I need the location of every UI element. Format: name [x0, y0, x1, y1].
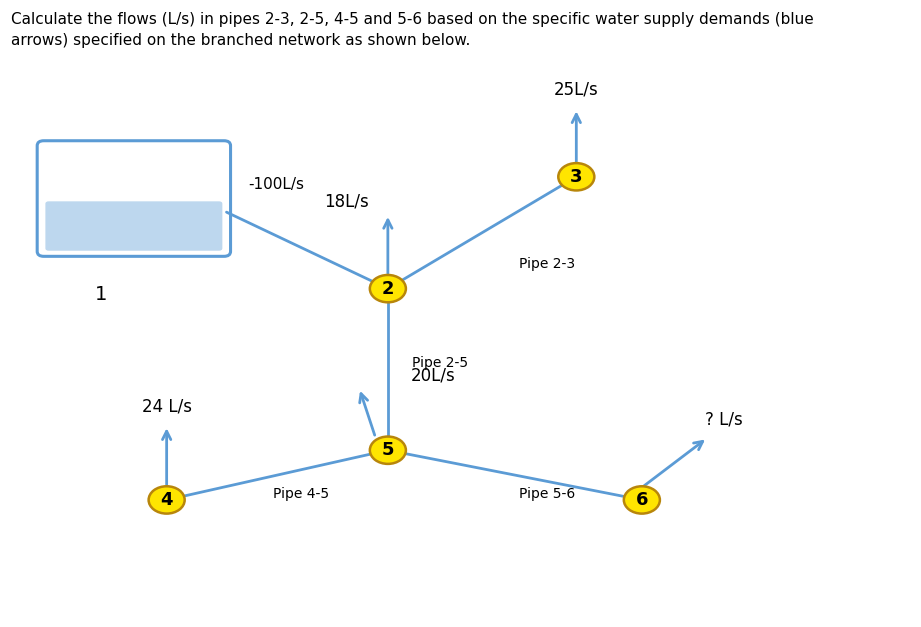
Circle shape	[370, 275, 406, 302]
Circle shape	[370, 436, 406, 464]
Text: 24 L/s: 24 L/s	[142, 398, 192, 416]
Text: 6: 6	[635, 491, 648, 509]
Text: 25L/s: 25L/s	[554, 81, 599, 99]
Circle shape	[148, 487, 185, 514]
Text: Pipe 4-5: Pipe 4-5	[274, 487, 330, 501]
Text: 3: 3	[570, 168, 583, 186]
Text: ? L/s: ? L/s	[705, 410, 742, 428]
Text: 18L/s: 18L/s	[324, 192, 369, 211]
Text: Pipe 2-3: Pipe 2-3	[519, 257, 575, 271]
Text: 4: 4	[160, 491, 173, 509]
Text: 1: 1	[95, 285, 107, 304]
Text: 2: 2	[381, 280, 394, 298]
FancyBboxPatch shape	[37, 140, 230, 256]
Text: Calculate the flows (L/s) in pipes 2-3, 2-5, 4-5 and 5-6 based on the specific w: Calculate the flows (L/s) in pipes 2-3, …	[11, 12, 814, 48]
FancyBboxPatch shape	[45, 201, 222, 251]
Circle shape	[558, 163, 594, 191]
Text: -100L/s: -100L/s	[249, 177, 305, 192]
Text: 5: 5	[381, 441, 394, 459]
Text: Pipe 2-5: Pipe 2-5	[413, 356, 469, 370]
Text: 20L/s: 20L/s	[411, 367, 455, 384]
Text: Pipe 5-6: Pipe 5-6	[519, 487, 576, 501]
Circle shape	[624, 487, 659, 514]
